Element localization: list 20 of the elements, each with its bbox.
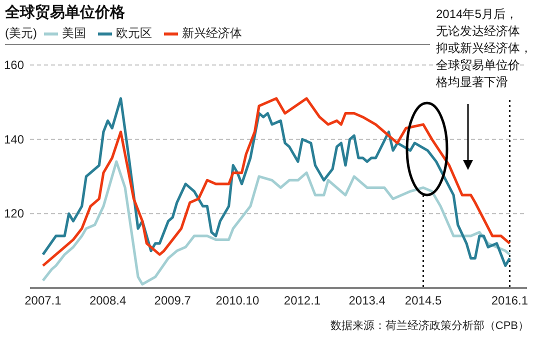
y-axis-title: (美元) xyxy=(5,25,37,42)
annotation: 2014年5月后，无论发达经济体抑或新兴经济体，全球贸易单位价格均显著下滑 xyxy=(436,6,533,91)
x-tick-label: 2016.1 xyxy=(491,294,528,308)
source-note: 数据来源：荷兰经济政策分析部（CPB） xyxy=(330,318,529,333)
x-tick-label: 2008.4 xyxy=(89,294,126,308)
x-tick-label: 2007.1 xyxy=(24,294,62,308)
x-tick-label: 2010.10 xyxy=(216,294,260,308)
y-tick-label: 120 xyxy=(4,206,24,221)
x-tick-label: 2012.1 xyxy=(284,294,321,308)
y-tick-label: 160 xyxy=(4,58,24,72)
x-tick-label: 2014.5 xyxy=(404,294,442,308)
y-tick-label: 140 xyxy=(4,132,24,146)
legend-label: 新兴经济体 xyxy=(182,25,242,42)
legend-label: 欧元区 xyxy=(116,25,152,42)
legend-label: 美国 xyxy=(62,25,86,42)
line-series xyxy=(42,97,512,267)
chart-title: 全球贸易单位价格 xyxy=(5,3,125,22)
x-tick-label: 2009.7 xyxy=(154,294,192,308)
x-tick-label: 2013.4 xyxy=(348,294,386,308)
line-series xyxy=(42,160,512,286)
